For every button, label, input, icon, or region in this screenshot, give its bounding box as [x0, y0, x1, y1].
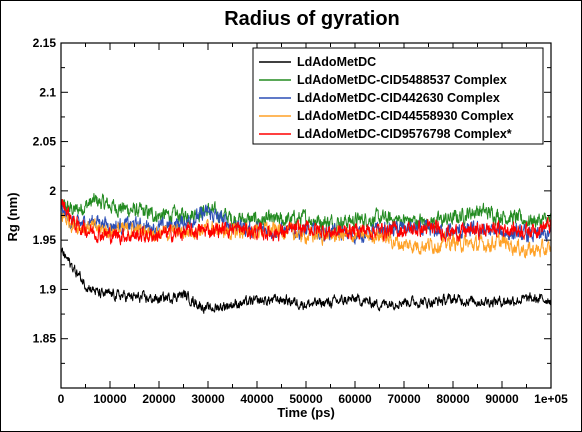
x-tick-label: 50000	[289, 392, 323, 406]
series-layer	[60, 192, 552, 314]
series-line-0	[60, 247, 552, 314]
x-tick-label: 30000	[191, 392, 225, 406]
y-tick-label: 1.9	[39, 282, 56, 296]
legend-box	[252, 47, 544, 145]
x-tick-label: 70000	[387, 392, 421, 406]
legend-label: LdAdoMetDC	[297, 55, 376, 69]
tick-layer: 0 10000 20000 30000 40000 50000 60000 70000 8000…	[33, 36, 569, 406]
y-tick-label: 2	[49, 184, 56, 198]
y-tick-label: 1.85	[33, 332, 57, 346]
legend-label: LdAdoMetDC-CID9576798 Complex*	[297, 127, 512, 141]
x-tick-label: 40000	[240, 392, 274, 406]
legend-label: LdAdoMetDC-CID5488537 Complex	[297, 73, 507, 87]
x-tick-label: 90000	[485, 392, 519, 406]
legend-label: LdAdoMetDC-CID44558930 Complex	[297, 109, 514, 123]
x-tick-label: 10000	[93, 392, 127, 406]
x-tick-label: 60000	[338, 392, 372, 406]
x-tick-label: 20000	[142, 392, 176, 406]
y-tick-label: 1.95	[33, 233, 57, 247]
legend-label: LdAdoMetDC-CID442630 Complex	[297, 91, 500, 105]
x-tick-label: 80000	[436, 392, 470, 406]
chart-title: Radius of gyration	[224, 8, 400, 30]
x-axis-label: Time (ps)	[277, 405, 335, 420]
y-tick-label: 2.15	[33, 36, 57, 50]
y-tick-label: 2.05	[33, 135, 57, 149]
legend: LdAdoMetDC LdAdoMetDC-CID5488537 Complex L…	[252, 47, 544, 145]
x-tick-label: 1e+05	[534, 392, 568, 406]
x-tick-label: 0	[58, 392, 65, 406]
y-axis-label: Rg (nm)	[5, 192, 20, 241]
y-tick-label: 2.1	[39, 85, 56, 99]
series-line-4	[60, 198, 552, 246]
